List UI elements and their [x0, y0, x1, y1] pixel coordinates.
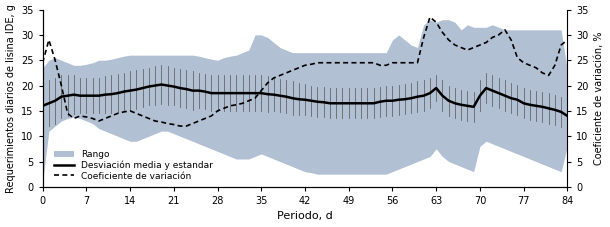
Legend: Rango, Desviación media y estandar, Coeficiente de variación: Rango, Desviación media y estandar, Coef… — [52, 148, 215, 182]
Y-axis label: Requerimientos diarios de lisina IDE, g: Requerimientos diarios de lisina IDE, g — [5, 4, 16, 193]
X-axis label: Periodo, d: Periodo, d — [277, 211, 333, 222]
Y-axis label: Coeficiente de variación, %: Coeficiente de variación, % — [594, 32, 605, 165]
